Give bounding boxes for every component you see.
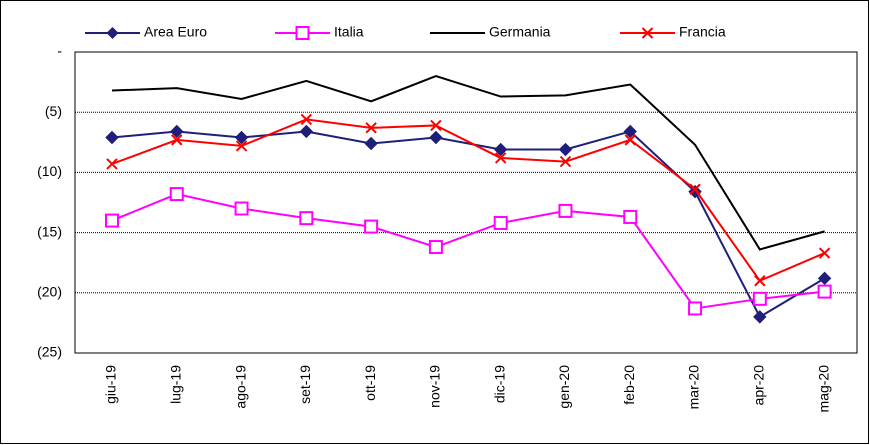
marker (817, 271, 832, 286)
marker (170, 124, 184, 139)
marker (688, 301, 703, 316)
marker (688, 184, 702, 199)
x-tick-label: apr-20 (751, 365, 767, 406)
series-line (111, 130, 826, 319)
legend-marker (106, 27, 119, 39)
marker (689, 183, 701, 195)
x-tick-label: mag-20 (815, 365, 831, 413)
x-tick-label: feb-20 (621, 365, 637, 405)
marker (365, 122, 377, 134)
marker (753, 310, 767, 324)
series-line (111, 75, 825, 251)
legend-label: Italia (334, 24, 364, 40)
marker (299, 211, 314, 226)
y-tick-label: - (57, 43, 62, 59)
marker (105, 130, 119, 145)
marker (234, 130, 249, 145)
marker (106, 158, 118, 170)
marker (235, 140, 248, 152)
legend-marker (295, 26, 310, 40)
marker (818, 247, 831, 259)
marker (364, 136, 378, 151)
x-tick-label: nov-19 (427, 365, 443, 408)
x-tick-label: dic-19 (491, 365, 507, 403)
y-tick-label: (20) (37, 284, 62, 300)
x-tick-label: gen-20 (556, 365, 572, 409)
marker (428, 240, 443, 255)
marker (558, 203, 573, 218)
marker (623, 209, 638, 224)
series-line (111, 193, 825, 310)
legend-marker (641, 27, 654, 39)
marker (493, 215, 508, 230)
x-tick-label: ott-19 (362, 365, 378, 401)
marker (624, 134, 636, 146)
marker (494, 152, 507, 164)
legend-label: Francia (679, 24, 726, 40)
marker (623, 124, 637, 139)
marker (429, 130, 443, 145)
marker (234, 201, 249, 216)
legend-label: Germania (489, 24, 551, 40)
y-tick-label: (5) (45, 103, 62, 119)
marker (171, 134, 183, 146)
marker (300, 113, 313, 126)
marker (817, 284, 832, 299)
marker (754, 275, 766, 287)
marker (559, 155, 572, 168)
x-tick-label: lug-19 (167, 365, 183, 404)
marker (430, 119, 442, 132)
marker (493, 142, 508, 157)
x-tick-label: mar-20 (686, 365, 702, 410)
x-tick-label: set-19 (297, 365, 313, 404)
legend-label: Area Euro (144, 24, 207, 40)
x-tick-label: ago-19 (232, 365, 248, 409)
x-tick-label: giu-19 (103, 365, 119, 404)
y-tick-label: (25) (37, 344, 62, 360)
marker (752, 291, 767, 306)
marker (558, 142, 573, 157)
marker (299, 124, 314, 139)
series-line (111, 118, 826, 282)
marker (364, 219, 379, 234)
y-tick-label: (15) (37, 223, 62, 239)
marker (169, 187, 184, 202)
marker (104, 213, 119, 228)
y-tick-label: (10) (37, 163, 62, 179)
